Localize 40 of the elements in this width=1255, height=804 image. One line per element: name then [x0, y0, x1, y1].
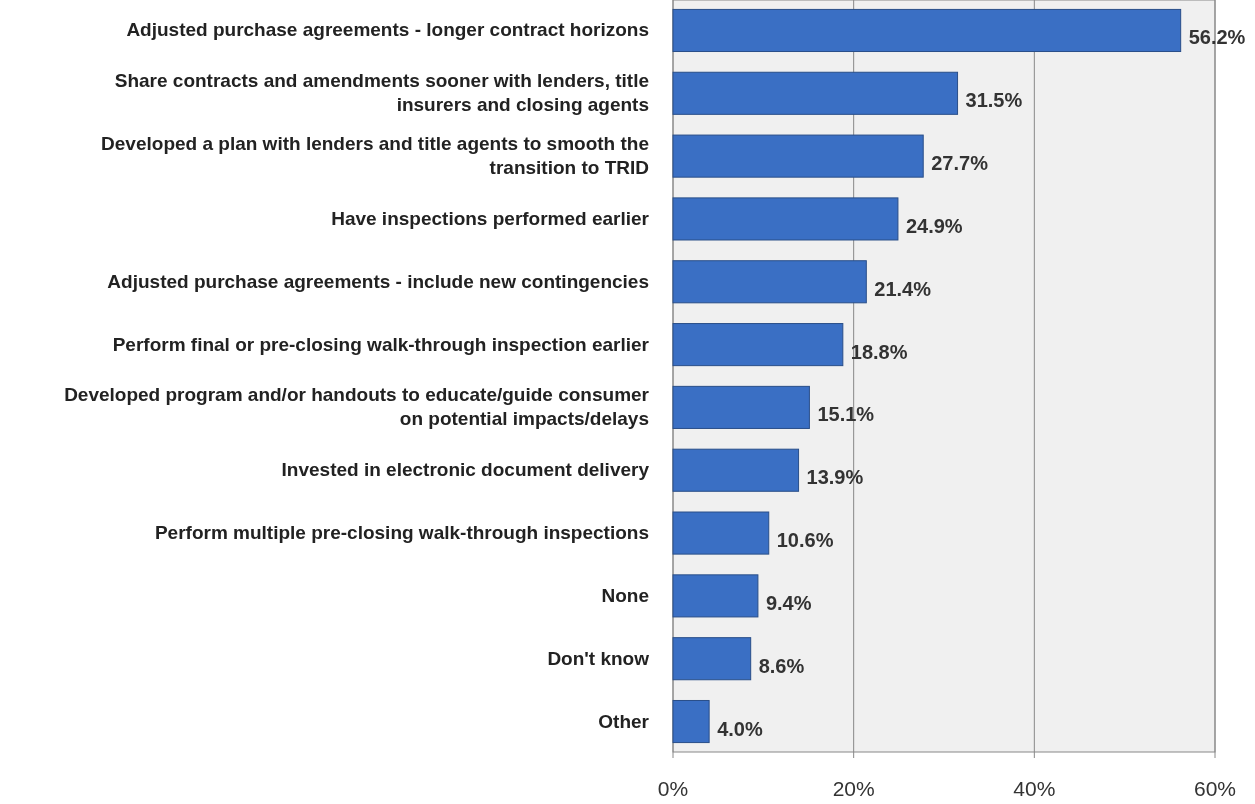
y-tick-label: Adjusted purchase agreements - longer contract horizons	[126, 19, 649, 41]
bar	[672, 637, 752, 681]
data-label: 24.9%	[905, 214, 963, 237]
x-tick-label: 20%	[832, 777, 875, 800]
data-label: 27.7%	[931, 152, 989, 175]
y-tick-label: Other	[598, 710, 650, 732]
x-tick-label: 60%	[1193, 777, 1237, 800]
data-label: 21.4%	[874, 277, 932, 300]
data-label: 9.4%	[765, 591, 812, 614]
bar	[672, 574, 759, 618]
bar	[672, 448, 800, 492]
y-tick-label: Have inspections performed earlier	[331, 207, 650, 229]
y-tick-label: Developed a plan with lenders and title agents to smooth the transition to TRID	[101, 133, 649, 179]
data-label: 8.6%	[758, 654, 805, 677]
bar	[672, 511, 770, 555]
bar	[672, 323, 844, 367]
data-label: 15.1%	[817, 403, 875, 426]
bar	[672, 699, 710, 744]
x-tick-label: 0%	[657, 777, 689, 800]
y-tick-label: Adjusted purchase agreements - include new contingencies	[107, 270, 649, 292]
data-label: 56.2%	[1188, 26, 1246, 49]
bar	[672, 8, 1182, 53]
x-tick-label: 40%	[1013, 777, 1056, 800]
y-tick-label: Perform multiple pre-closing walk-through inspections	[154, 522, 649, 544]
bar	[672, 385, 810, 429]
bar	[672, 260, 867, 304]
y-tick-label: Invested in electronic document delivery	[281, 459, 650, 481]
y-tick-label: Don't know	[547, 647, 650, 669]
y-tick-label: None	[601, 584, 649, 606]
bar	[672, 71, 959, 115]
data-label: 10.6%	[776, 529, 834, 552]
data-label: 13.9%	[806, 466, 864, 489]
data-label: 31.5%	[965, 89, 1023, 112]
data-label: 18.8%	[850, 340, 908, 363]
bar	[672, 197, 899, 241]
bar	[672, 134, 924, 178]
y-tick-label: Share contracts and amendments sooner with lenders, title insurers and closing agents	[114, 70, 649, 116]
y-tick-label: Perform final or pre-closing walk-through inspection earlier	[112, 333, 650, 355]
data-label: 4.0%	[717, 717, 763, 740]
y-tick-label: Developed program and/or handouts to educate/guide consumer on potential impacts/delays	[64, 384, 650, 430]
